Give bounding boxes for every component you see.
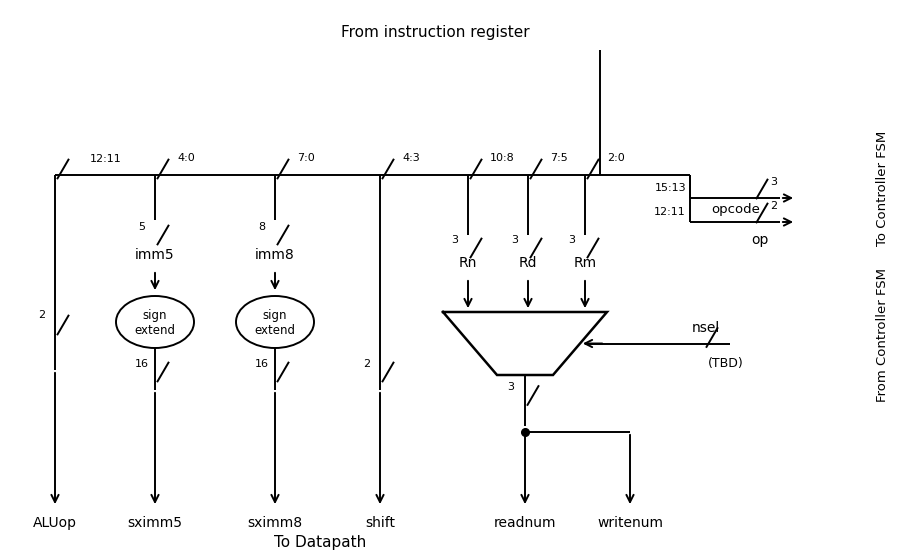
Text: 8: 8 (259, 222, 265, 232)
Text: (TBD): (TBD) (708, 357, 744, 370)
Text: 3: 3 (770, 177, 778, 187)
Text: 10:8: 10:8 (490, 153, 515, 163)
Text: 2: 2 (364, 359, 371, 369)
Text: To Datapath: To Datapath (274, 534, 366, 549)
Text: extend: extend (254, 324, 296, 337)
Text: nsel: nsel (692, 320, 721, 334)
Text: sximm5: sximm5 (127, 516, 182, 530)
Text: imm8: imm8 (255, 248, 295, 262)
Text: 2: 2 (770, 201, 778, 211)
Text: 4:3: 4:3 (402, 153, 419, 163)
Text: 15:13: 15:13 (654, 183, 686, 193)
Text: readnum: readnum (493, 516, 557, 530)
Text: 3: 3 (511, 235, 519, 245)
Text: 3: 3 (508, 381, 514, 391)
Text: From instruction register: From instruction register (341, 25, 529, 40)
Text: Rm: Rm (574, 256, 596, 270)
Text: 2: 2 (39, 310, 46, 320)
Ellipse shape (236, 296, 314, 348)
Text: 2:0: 2:0 (607, 153, 625, 163)
Text: opcode: opcode (712, 203, 760, 216)
Text: op: op (751, 233, 769, 247)
Text: 16: 16 (135, 359, 149, 369)
Text: 5: 5 (139, 222, 145, 232)
Text: writenum: writenum (597, 516, 663, 530)
Text: 4:0: 4:0 (177, 153, 195, 163)
Text: 7:5: 7:5 (550, 153, 567, 163)
Text: sign: sign (143, 310, 167, 323)
Text: Rd: Rd (519, 256, 538, 270)
Text: To Controller FSM: To Controller FSM (876, 130, 888, 246)
Text: 3: 3 (452, 235, 458, 245)
Text: From Controller FSM: From Controller FSM (876, 268, 888, 402)
Text: 12:11: 12:11 (654, 207, 686, 217)
Text: ALUop: ALUop (33, 516, 77, 530)
Text: 7:0: 7:0 (297, 153, 315, 163)
Text: sximm8: sximm8 (247, 516, 302, 530)
Text: 12:11: 12:11 (90, 154, 122, 164)
Text: 3: 3 (568, 235, 575, 245)
Text: extend: extend (134, 324, 176, 337)
Text: shift: shift (365, 516, 395, 530)
Text: 16: 16 (255, 359, 269, 369)
Text: sign: sign (262, 310, 287, 323)
Text: imm5: imm5 (135, 248, 175, 262)
Ellipse shape (116, 296, 194, 348)
Text: Rn: Rn (459, 256, 477, 270)
